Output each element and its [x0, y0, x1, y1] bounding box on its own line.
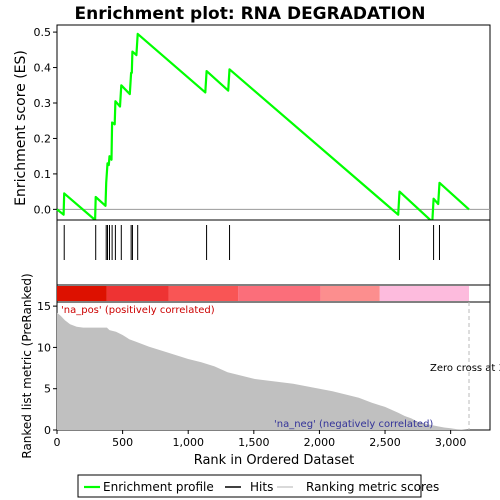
es-panel-frame	[56, 24, 491, 221]
es-y-axis-label: Enrichment score (ES)	[13, 50, 29, 206]
color-bar-segment	[320, 286, 380, 301]
legend: Enrichment profile Hits Ranking metric s…	[77, 474, 439, 498]
es-tick-label: 0.1	[34, 168, 52, 181]
chart-title: Enrichment plot: RNA DEGRADATION	[75, 4, 426, 24]
x-tick-label: 2,500	[369, 436, 401, 449]
es-tick-label: 0.5	[34, 26, 52, 39]
x-tick-label: 1,000	[172, 436, 204, 449]
zero-cross-label: Zero cross at 3	[430, 363, 500, 374]
x-axis-label: Rank in Ordered Dataset	[194, 453, 355, 468]
es-tick-label: 0.3	[34, 97, 52, 110]
hits-panel-frame	[56, 219, 491, 286]
legend-metric-label: Ranking metric scores	[306, 480, 439, 494]
color-bar-segment	[238, 286, 321, 301]
x-tick-label: 0	[54, 436, 61, 449]
legend-hits-label: Hits	[250, 480, 273, 494]
color-bar-segment	[106, 286, 169, 301]
es-axis: 0.0 0.1 0.2 0.3 0.4 0.5	[34, 26, 57, 216]
color-bar-segment	[57, 286, 107, 301]
es-tick-label: 0.4	[34, 62, 52, 75]
color-bar-segment	[168, 286, 239, 301]
positive-correlation-label: 'na_pos' (positively correlated)	[61, 305, 215, 316]
negative-correlation-label: 'na_neg' (negatively correlated)	[274, 419, 433, 430]
ranking-metric-area	[57, 312, 469, 430]
enrichment-profile-line	[56, 32, 470, 223]
es-panel: 0.0 0.1 0.2 0.3 0.4 0.5 Enrichment score (ES)	[13, 24, 491, 223]
rank-tick-label: 5	[44, 383, 51, 396]
rank-tick-label: 10	[37, 341, 51, 354]
x-tick-label: 2,000	[304, 436, 336, 449]
legend-profile-label: Enrichment profile	[103, 480, 214, 494]
hits-panel	[56, 219, 491, 286]
ranking-color-bar	[56, 284, 491, 303]
legend-frame	[77, 474, 422, 498]
ranked-y-axis: 0 5 10 15	[37, 300, 57, 437]
ranked-y-axis-label: Ranked list metric (PreRanked)	[20, 273, 34, 458]
rank-tick-label: 0	[44, 424, 51, 437]
x-tick-label: 3,000	[435, 436, 467, 449]
color-bar-segment	[379, 286, 470, 301]
x-axis: 0 500 1,000 1,500 2,000 2,500 3,000	[54, 430, 467, 449]
rank-tick-label: 15	[37, 300, 51, 313]
x-tick-label: 1,500	[238, 436, 270, 449]
x-tick-label: 500	[112, 436, 133, 449]
es-tick-label: 0.2	[34, 132, 52, 145]
hits-marks	[63, 225, 440, 260]
es-tick-label: 0.0	[34, 203, 52, 216]
